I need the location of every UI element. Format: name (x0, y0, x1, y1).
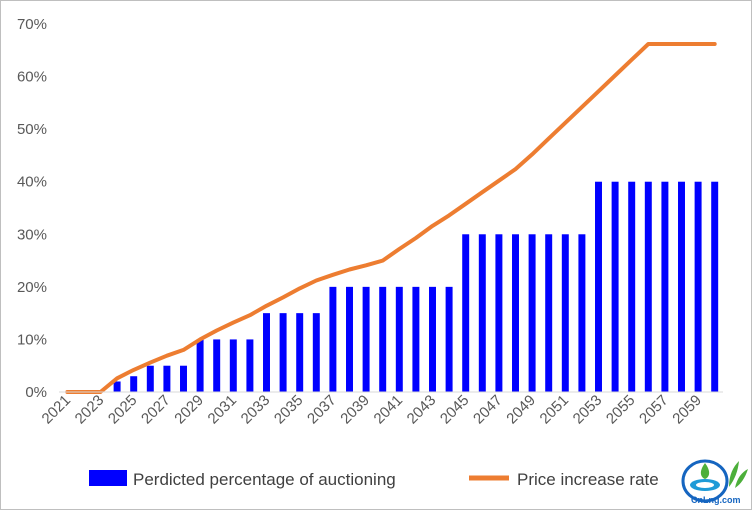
logo-leaf-2 (735, 469, 748, 488)
bar (628, 181, 636, 392)
bar (180, 365, 187, 392)
bar (528, 234, 536, 392)
y-tick-label: 40% (17, 174, 47, 191)
x-tick-label: 2027 (138, 392, 174, 428)
bar (329, 286, 337, 392)
x-tick-label: 2023 (72, 392, 108, 428)
x-tick-label: 2025 (105, 392, 141, 428)
bar (362, 286, 370, 392)
bar (229, 339, 237, 392)
x-tick-label: 2049 (503, 392, 539, 428)
bar (611, 181, 619, 392)
bar (462, 234, 470, 392)
bar (246, 339, 254, 392)
bar (296, 313, 304, 392)
x-tick-label: 2059 (669, 392, 705, 428)
bar (578, 234, 586, 392)
x-axis-ticks: 2021202320252027202920312033203520372039… (39, 392, 705, 428)
bar (445, 286, 453, 392)
legend-label-line: Price increase rate (517, 470, 659, 489)
bar (478, 234, 486, 392)
legend: Perdicted percentage of auctioning Price… (89, 470, 659, 489)
y-tick-label: 0% (25, 384, 47, 401)
x-tick-label: 2051 (537, 392, 573, 428)
bar (595, 181, 602, 392)
bar (561, 234, 569, 392)
legend-swatch-bars (89, 470, 127, 486)
bar (412, 286, 420, 392)
x-tick-label: 2041 (371, 392, 407, 428)
line-path (65, 42, 717, 394)
bar (495, 234, 503, 392)
logo-water-ring (696, 482, 714, 488)
y-tick-label: 70% (17, 16, 47, 33)
x-tick-label: 2039 (337, 392, 373, 428)
y-tick-label: 20% (17, 279, 47, 296)
bar (678, 181, 685, 392)
x-tick-label: 2047 (470, 392, 506, 428)
bar (429, 286, 436, 392)
bar (263, 313, 270, 392)
bar (644, 181, 652, 392)
x-tick-label: 2043 (404, 392, 440, 428)
bar (512, 234, 519, 392)
x-tick-label: 2057 (636, 392, 672, 428)
logo-leaf-1 (729, 461, 739, 487)
x-tick-label: 2037 (304, 392, 340, 428)
bar (694, 181, 702, 392)
x-tick-label: 2053 (570, 392, 606, 428)
x-tick-label: 2045 (437, 392, 473, 428)
y-tick-label: 60% (17, 69, 47, 86)
line-series (65, 42, 717, 394)
y-axis-ticks: 0% 10% 20% 30% 40% 50% 60% 70% (17, 16, 47, 401)
bar (661, 181, 669, 392)
y-tick-label: 30% (17, 226, 47, 243)
x-tick-label: 2035 (271, 392, 307, 428)
bar (163, 365, 171, 392)
bar (395, 286, 403, 392)
bar-series (113, 181, 719, 392)
bar (711, 181, 719, 392)
bar (130, 376, 138, 392)
logo-text: CnLng.com (691, 495, 741, 505)
cnlng-logo: CnLng.com (681, 459, 748, 505)
x-tick-label: 2033 (238, 392, 274, 428)
bar (146, 365, 154, 392)
bar (213, 339, 221, 392)
bar (196, 339, 204, 392)
y-tick-label: 50% (17, 121, 47, 138)
x-tick-label: 2031 (205, 392, 241, 428)
x-tick-label: 2029 (171, 392, 207, 428)
bar (545, 234, 553, 392)
bar (279, 313, 287, 392)
bar (113, 381, 121, 392)
bar (346, 286, 353, 392)
bar (312, 313, 320, 392)
logo-ring (681, 459, 729, 503)
bar (379, 286, 387, 392)
legend-label-bars: Perdicted percentage of auctioning (133, 470, 396, 489)
x-tick-label: 2055 (603, 392, 639, 428)
y-tick-label: 10% (17, 331, 47, 348)
logo-drop (700, 463, 710, 479)
